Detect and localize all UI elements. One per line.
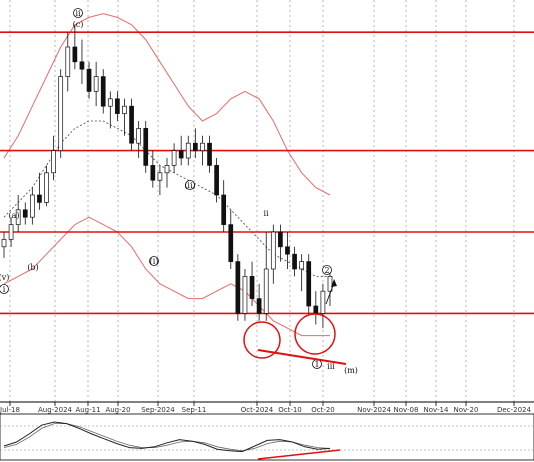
x-tick-label: Aug-11 [75, 406, 100, 414]
chart-annotations: ii (c) (a) (b) (v) i (ii) (i) ii 2 1 iii (m) [0, 8, 358, 375]
x-tick-label: Dec-2024 [497, 406, 531, 414]
wave-ii-circle-label-ring [185, 180, 195, 190]
candle-body [256, 298, 262, 314]
candle-body [29, 194, 35, 218]
candle-body [8, 224, 14, 240]
wave-v-label: (v) [0, 273, 9, 282]
wave-ii-label-ring [73, 8, 83, 18]
vertical-gridlines [9, 0, 515, 460]
candle-body [235, 261, 241, 314]
candle-body [207, 142, 212, 166]
trend-line [257, 349, 347, 365]
wave-ii-circle-label: (ii) [184, 181, 195, 190]
candle-body [292, 253, 297, 270]
oscillator [0, 421, 534, 460]
candle-body [221, 194, 227, 225]
candle-body [44, 172, 49, 203]
wave-c-label: (c) [73, 20, 84, 29]
candle-body [278, 231, 283, 248]
wave-i-label: i [3, 285, 6, 294]
x-tick-label: Nov-20 [454, 406, 479, 414]
wave-b-label: (b) [27, 263, 38, 272]
candle-body [107, 98, 113, 107]
x-tick-label: Nov-08 [394, 406, 419, 414]
projection-arrow-head [331, 279, 337, 287]
x-tick-label: Aug-2024 [38, 406, 73, 414]
osc-signal-line [3, 423, 331, 452]
candle-body [164, 165, 170, 174]
x-tick-label: Oct-10 [278, 406, 302, 414]
wave-ii-small-label: ii [263, 209, 269, 218]
osc-trend-line [257, 449, 341, 460]
wave-a-label: (a) [8, 211, 19, 220]
wave-i-circle-label-ring [149, 256, 159, 266]
x-tick-label: Aug-20 [105, 406, 130, 414]
highlight-circle-right [294, 313, 336, 355]
candlesticks [1, 24, 333, 329]
candle-body [143, 128, 149, 166]
candle-body [22, 209, 28, 218]
wave-iii-label: iii [327, 362, 335, 371]
candle-body [249, 276, 255, 299]
wave-1-label: 1 [314, 360, 319, 369]
candle-body [37, 194, 42, 203]
candle-body [285, 246, 290, 255]
candle-body [242, 276, 248, 314]
candle-body [86, 68, 92, 92]
highlight-circle-left [243, 321, 281, 359]
candle-body [129, 105, 134, 144]
candle-body [79, 61, 85, 70]
candle-body [214, 165, 219, 196]
wave-2-label-ring [322, 265, 332, 275]
candle-body [228, 224, 234, 262]
candle-body [93, 76, 99, 92]
candle-body [178, 150, 184, 159]
candle-body [263, 268, 269, 314]
x-tick-label: Nov-2024 [357, 406, 391, 414]
x-tick-label: Jul-18 [0, 406, 20, 414]
candle-body [200, 142, 205, 151]
candle-body [306, 261, 312, 307]
candle-body [157, 172, 163, 181]
candle-body [150, 165, 156, 181]
candle-body [15, 209, 21, 225]
x-tick-label: Sep-11 [182, 406, 207, 414]
candle-body [115, 98, 120, 114]
wave-m-label: (m) [344, 366, 358, 375]
candle-body [171, 150, 177, 166]
candle-body [100, 76, 106, 107]
wave-i-circle-label: (i) [150, 257, 159, 266]
candle-body [185, 142, 191, 159]
x-axis-ticks: Jul-18 Aug-2024 Aug-11 Aug-20 Sep-2024 Sep-11… [0, 402, 531, 414]
candle-body [327, 276, 333, 292]
candle-body [72, 46, 78, 63]
candle-body [320, 290, 326, 314]
wave-ii-label: ii [75, 9, 81, 18]
x-tick-label: Oct-2024 [241, 406, 274, 414]
candle-body [299, 261, 305, 270]
candle-body [313, 305, 319, 314]
upper-band [3, 13, 331, 196]
candle-body [51, 150, 56, 174]
candle-body [270, 231, 276, 270]
candle-body [65, 46, 71, 77]
main-panel [0, 0, 534, 402]
candle-body [1, 239, 7, 248]
candle-body [122, 105, 127, 114]
wave-2-label: 2 [324, 266, 329, 275]
x-tick-label: Nov-14 [424, 406, 449, 414]
candle-body [192, 142, 198, 151]
osc-main-line [3, 421, 331, 453]
wave-i-label-ring [0, 284, 9, 294]
lower-band [3, 216, 330, 337]
x-tick-label: Oct-20 [311, 406, 335, 414]
x-tick-label: Sep-2024 [141, 406, 175, 414]
candle-body [136, 128, 142, 144]
candle-body [58, 76, 64, 151]
oscillator-panel [0, 413, 534, 461]
